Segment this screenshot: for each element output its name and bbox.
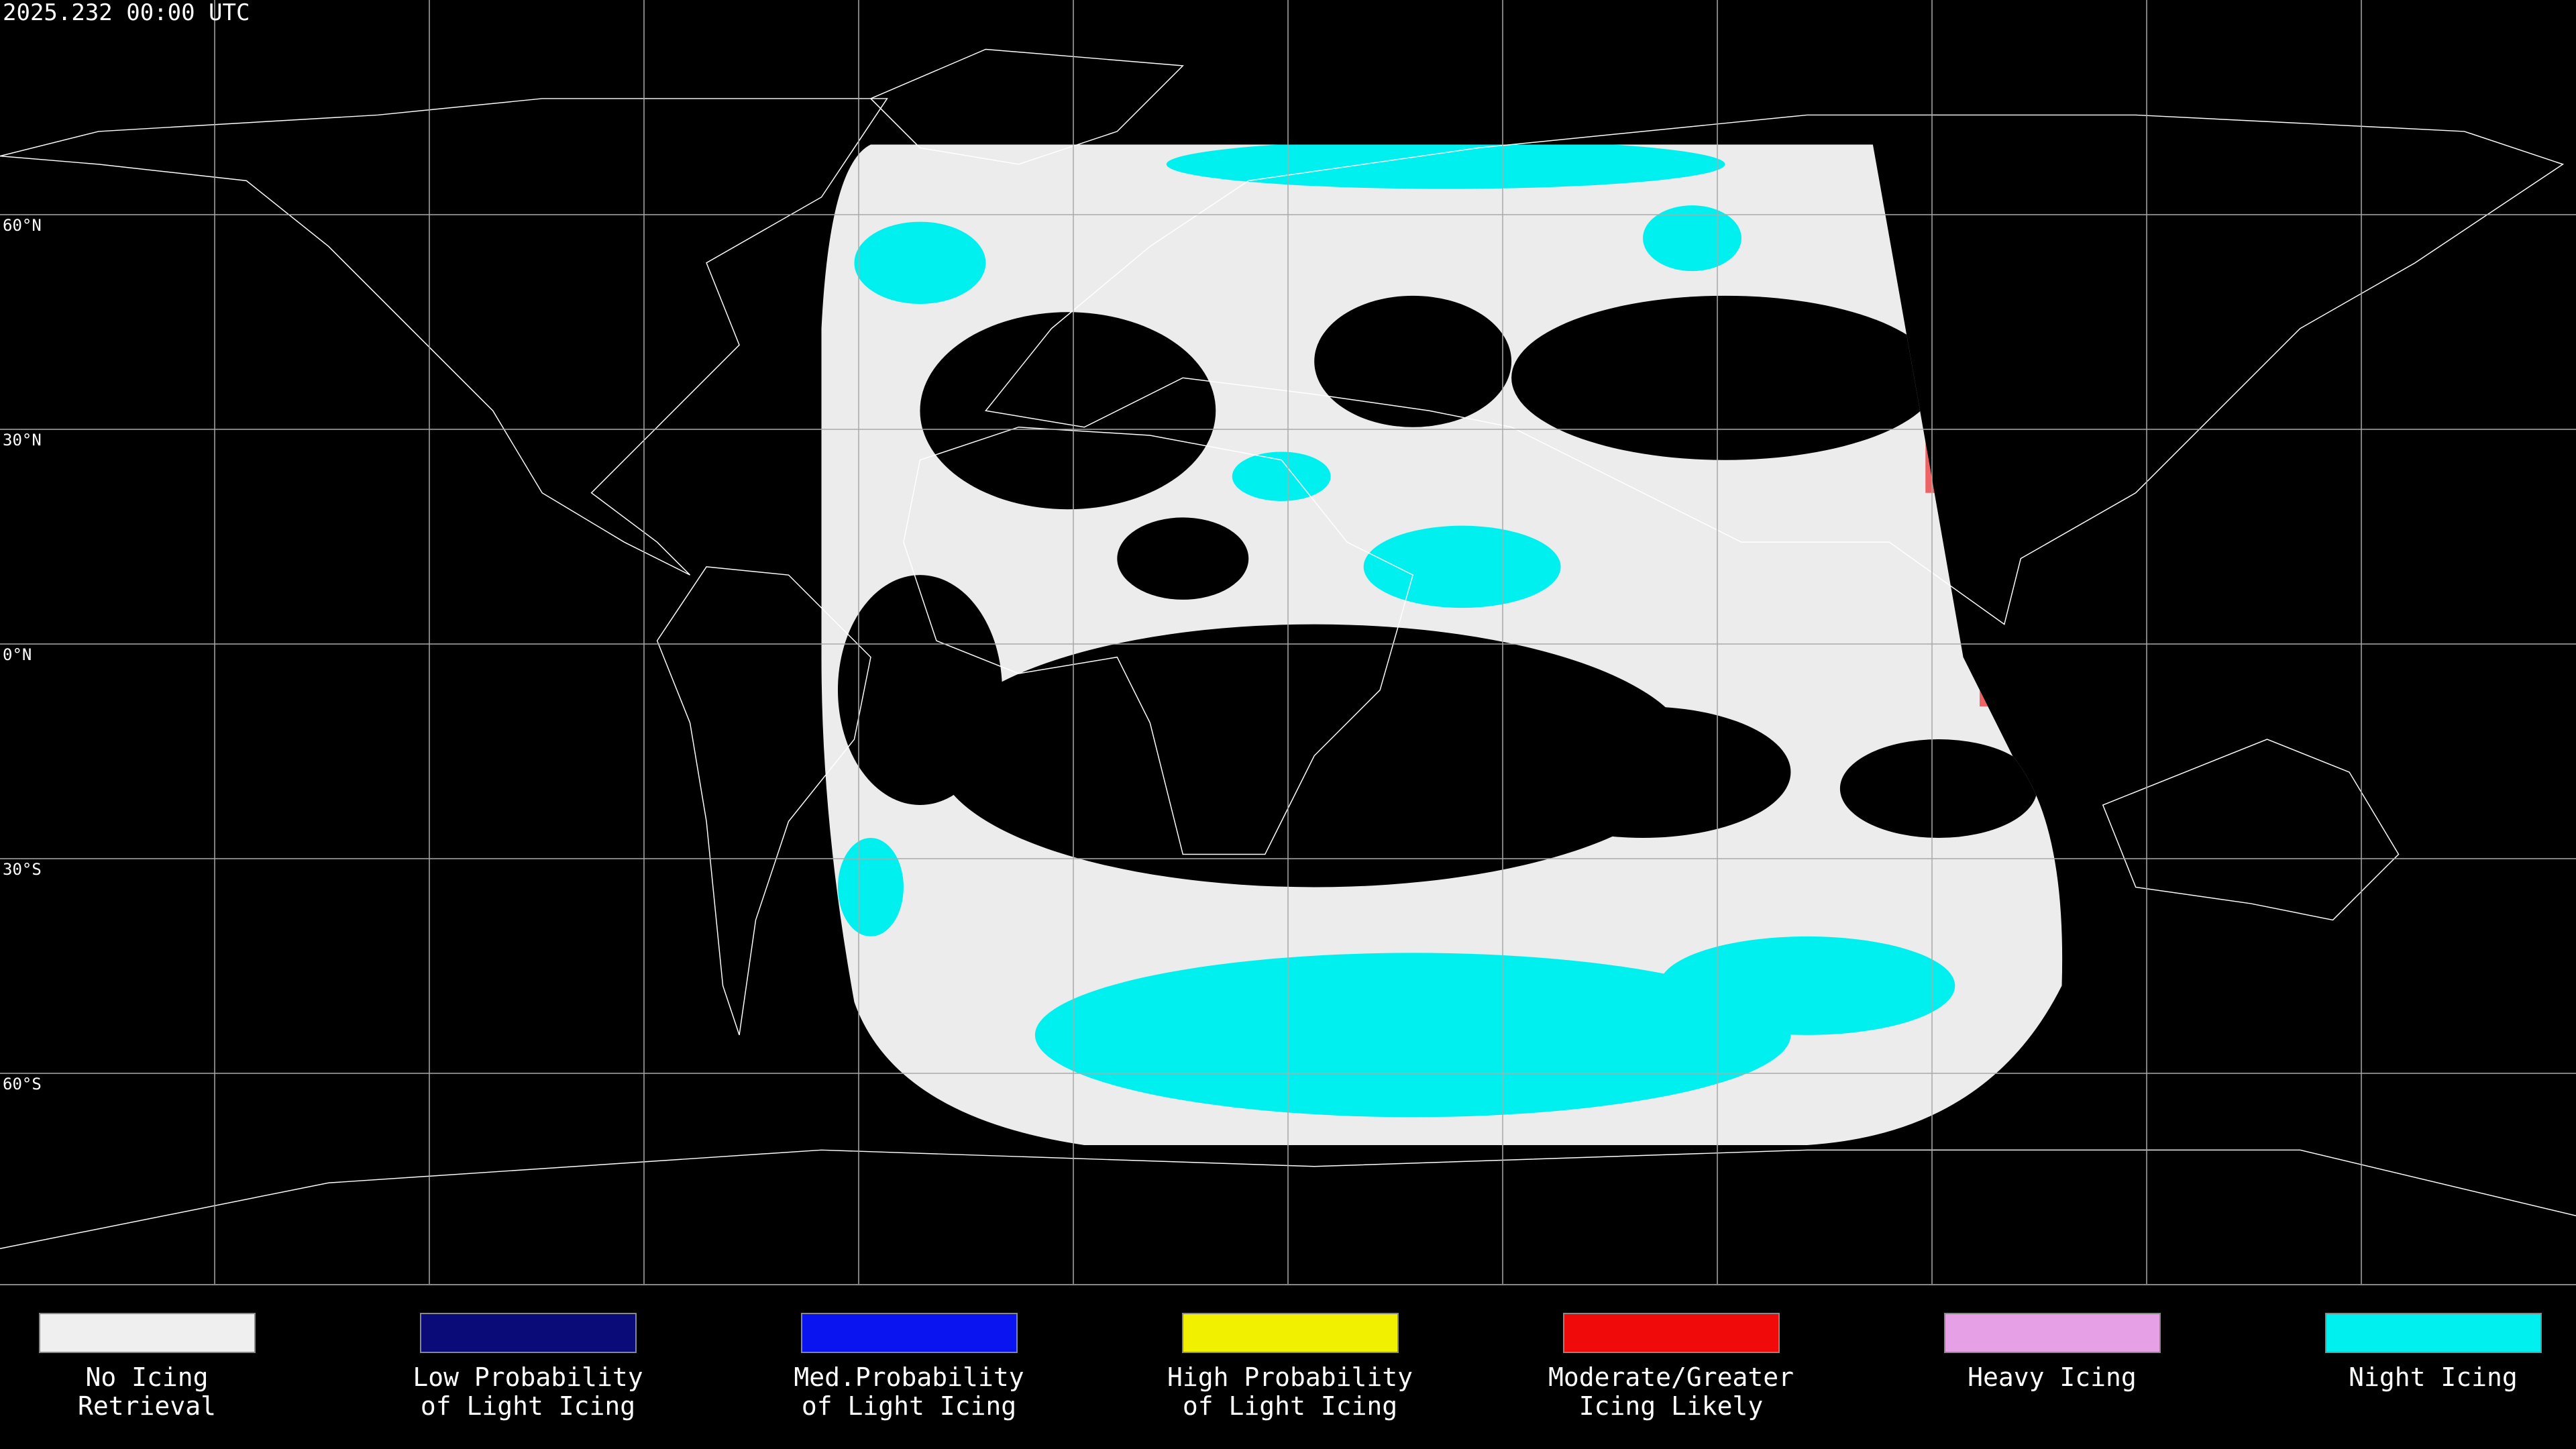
legend-label: Night Icing — [2349, 1362, 2518, 1392]
legend-swatch — [2325, 1313, 2542, 1353]
legend-swatch — [801, 1313, 1018, 1353]
legend-label: Low Probability — [413, 1362, 643, 1392]
legend-label: High Probability — [1167, 1362, 1413, 1392]
legend-label: Med.Probability — [794, 1362, 1024, 1392]
legend-swatch — [1182, 1313, 1399, 1353]
lat-label: 60°S — [3, 1075, 42, 1093]
lat-label: 60°N — [3, 216, 42, 235]
legend-label: Heavy Icing — [1968, 1362, 2137, 1392]
legend-label: Retrieval — [78, 1391, 216, 1421]
night-icing-area — [837, 144, 1955, 1118]
lat-label: 30°N — [3, 431, 42, 449]
legend-label: of Light Icing — [802, 1391, 1016, 1421]
lat-label: 30°S — [3, 860, 42, 879]
graticule: 60°N 30°N 0°N 30°S 60°S — [0, 0, 2576, 1285]
lat-label: 0°N — [3, 645, 32, 664]
legend-label: of Light Icing — [421, 1391, 635, 1421]
legend-swatch — [420, 1313, 637, 1353]
legend-swatch — [1563, 1313, 1780, 1353]
legend-swatch — [1944, 1313, 2161, 1353]
legend-swatch — [39, 1313, 256, 1353]
legend-label: Moderate/Greater — [1548, 1362, 1794, 1392]
legend-label: of Light Icing — [1183, 1391, 1397, 1421]
timestamp: 2025.232 00:00 UTC — [3, 0, 250, 26]
coastlines — [0, 48, 2576, 1249]
satellite-imagery — [821, 144, 2063, 1145]
legend-label: Icing Likely — [1579, 1391, 1764, 1421]
legend-label: No Icing — [85, 1362, 208, 1392]
